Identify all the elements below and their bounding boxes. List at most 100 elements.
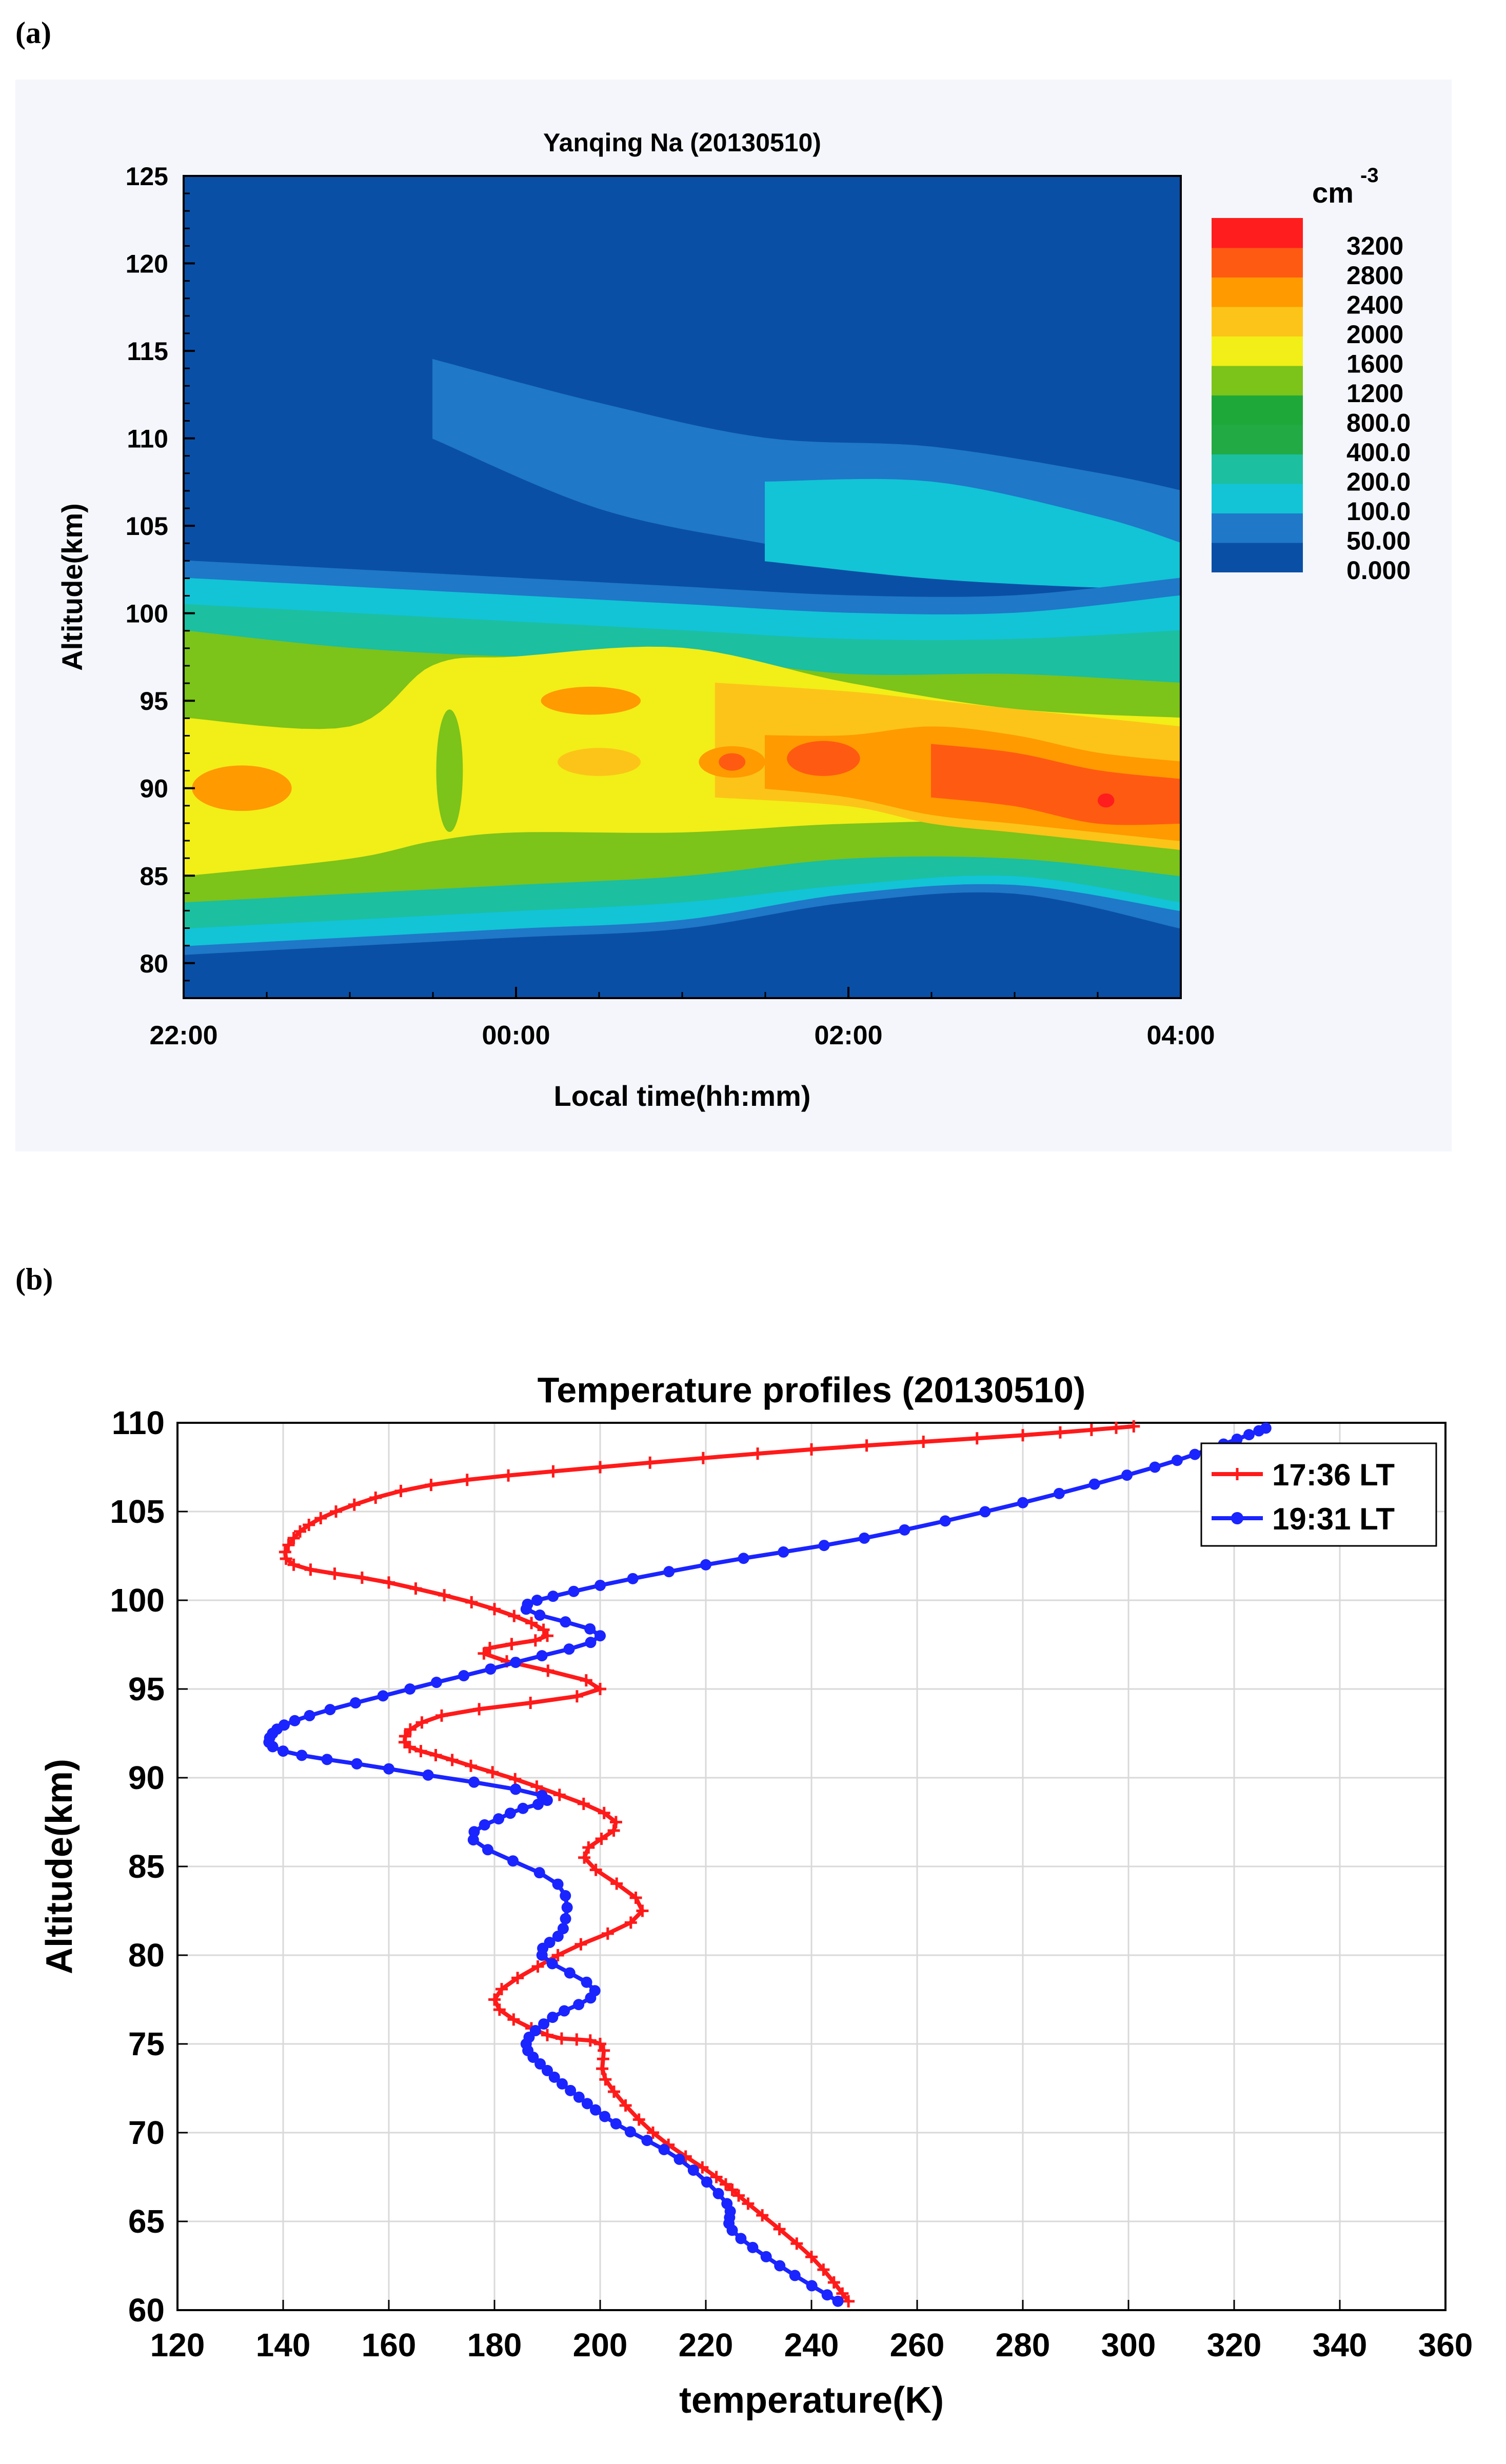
y-tick-label-110: 110 [112,1404,165,1441]
series-1-marker-14 [701,2176,712,2188]
series-0-marker-110 [917,1435,930,1448]
colorbar-label-6: 1200 [1346,379,1403,408]
colorbar-unit: cm [1312,176,1354,209]
series-1-marker-27 [548,2071,560,2083]
series-0-marker-43 [589,1863,602,1876]
series-0-marker-91 [282,1539,295,1552]
series-0-marker-26 [570,2033,583,2046]
series-0-marker-79 [508,1609,521,1622]
series-1-marker-24 [573,2091,585,2103]
x-tick-label-280: 280 [996,2327,1051,2363]
series-1-marker-81 [324,1704,336,1716]
series-1-marker-56 [467,1834,479,1846]
series-0-marker-5 [790,2237,803,2250]
series-1-marker-65 [510,1783,522,1795]
series-0-marker-7 [756,2209,769,2222]
series-1-marker-107 [818,1540,830,1552]
series-1-marker-87 [485,1663,497,1675]
series-1-marker-66 [468,1776,480,1788]
series-1-marker-78 [278,1719,290,1731]
series-1-marker-0 [832,2295,844,2307]
x-tick-label-300: 300 [1101,2327,1156,2363]
series-1-marker-25 [565,2084,577,2096]
colorbar-label-8: 2000 [1346,320,1403,349]
series-1-marker-105 [738,1553,749,1564]
profile-title: Temperature profiles (20130510) [538,1370,1086,1410]
series-0-marker-46 [595,1832,608,1845]
series-0-marker-53 [509,1773,522,1785]
series-1-marker-111 [979,1506,991,1518]
y-tick-label-90: 90 [128,1759,165,1796]
series-0-marker-80 [488,1603,501,1616]
series-1-marker-46 [544,1937,556,1949]
series-1-marker-83 [377,1690,389,1702]
series-1-marker-2 [806,2280,818,2292]
series-0-marker-40 [636,1904,649,1917]
series-0-marker-85 [355,1571,368,1584]
series-1-marker-61 [517,1802,529,1814]
series-1-marker-4 [774,2260,786,2272]
series-1-marker-90 [563,1643,575,1655]
series-0-marker-19 [607,2085,620,2098]
series-1-marker-49 [560,1913,571,1924]
x-tick-label-2: 02:00 [815,1021,883,1050]
colorbar-swatch-10 [1212,247,1303,277]
series-1-marker-72 [278,1745,289,1757]
series-1-marker-28 [542,2064,553,2076]
series-0-marker-17 [632,2113,645,2126]
series-0-marker-69 [580,1674,592,1687]
series-0-marker-107 [751,1447,764,1460]
y-tick-label-105: 105 [110,1493,165,1530]
series-1-marker-110 [939,1515,951,1527]
series-1-marker-92 [595,1630,606,1642]
series-1-marker-19 [624,2126,636,2138]
series-1-marker-82 [349,1697,361,1709]
series-1-marker-5 [760,2251,772,2262]
series-1-marker-117 [1171,1455,1183,1466]
series-0-marker-104 [594,1461,606,1474]
series-1-marker-118 [1189,1448,1201,1460]
y-tick-label-90: 90 [140,774,168,803]
series-0-marker-57 [429,1748,442,1761]
series-1-marker-15 [687,2164,699,2176]
series-1-marker-53 [533,1867,545,1879]
series-0-marker-35 [531,1960,544,1973]
x-tick-label-160: 160 [362,2327,417,2363]
series-1-marker-42 [564,1967,576,1979]
series-1-marker-20 [610,2118,622,2130]
series-1-marker-67 [422,1769,434,1781]
series-0-marker-67 [570,1690,583,1703]
series-0-marker-31 [493,2003,506,2016]
series-0-marker-83 [409,1582,422,1595]
series-0-marker-93 [293,1525,306,1538]
series-1-marker-124 [1260,1422,1272,1434]
series-1-marker-50 [561,1902,573,1914]
density-layer-cyan_patch [765,479,1181,588]
series-0-marker-82 [438,1589,451,1602]
series-1-marker-80 [304,1710,315,1721]
colorbar-swatch-0 [1212,542,1303,572]
series-1-marker-7 [735,2233,747,2244]
colorbar-unit-exponent: -3 [1360,164,1379,187]
series-1-marker-97 [522,1598,533,1610]
density-spot-5 [787,741,860,776]
colorbar-label-2: 100.0 [1346,497,1411,526]
colorbar-label-10: 2800 [1346,261,1403,290]
series-0-marker-66 [524,1697,537,1710]
density-spot-0 [192,765,292,811]
density-spot-6 [1098,793,1115,808]
colorbar-swatch-9 [1212,277,1303,307]
series-1-marker-109 [899,1524,910,1536]
series-1-marker-102 [627,1573,639,1584]
series-0-marker-36 [551,1949,564,1961]
series-0-marker-84 [383,1576,395,1589]
series-0-marker-65 [473,1703,486,1716]
series-1-marker-18 [641,2135,653,2147]
series-0-marker-115 [1110,1421,1123,1434]
series-0-marker-2 [827,2276,840,2289]
series-0-marker-78 [525,1617,538,1630]
series-1-marker-104 [700,1559,711,1571]
series-0-marker-3 [817,2263,830,2276]
x-tick-label-200: 200 [573,2327,628,2363]
series-1-marker-16 [673,2153,685,2165]
